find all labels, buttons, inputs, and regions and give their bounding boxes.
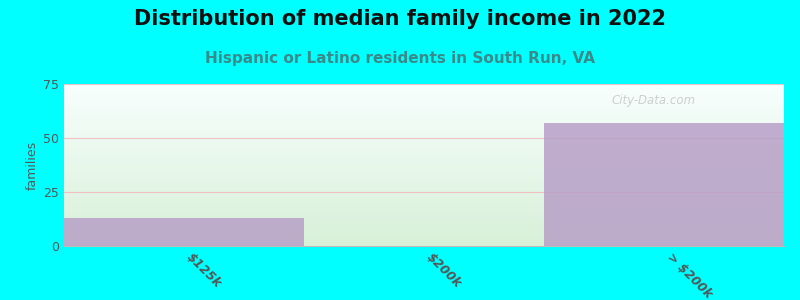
Text: Hispanic or Latino residents in South Run, VA: Hispanic or Latino residents in South Ru… [205,51,595,66]
Bar [64,218,304,246]
Text: Distribution of median family income in 2022: Distribution of median family income in … [134,9,666,29]
Bar [544,123,784,246]
Text: City-Data.com: City-Data.com [611,94,695,107]
Y-axis label: families: families [26,140,39,190]
